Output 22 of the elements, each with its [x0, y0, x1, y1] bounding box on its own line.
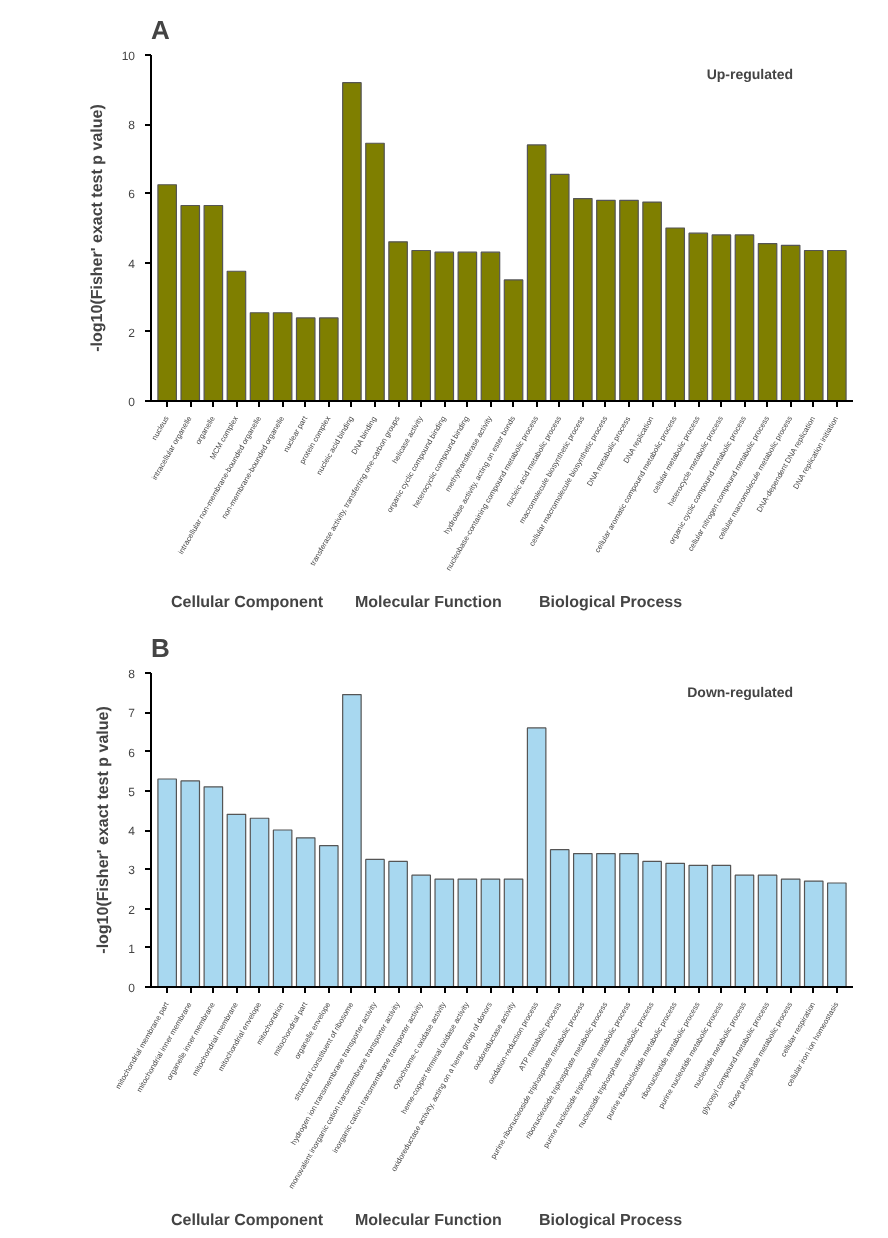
bar	[734, 874, 755, 987]
bar	[249, 312, 270, 401]
text: Biological Process	[539, 1211, 684, 1229]
bar	[757, 874, 778, 987]
bar	[734, 234, 755, 401]
bar	[480, 251, 501, 401]
bar	[480, 878, 501, 987]
chart-title: A	[151, 15, 171, 45]
text: Cellular Component	[171, 593, 324, 611]
bar	[249, 817, 270, 987]
bar	[503, 279, 524, 401]
text: Molecular Function	[355, 1211, 502, 1229]
y-axis-title: -log10(Fisher' exact test p value)	[87, 103, 106, 352]
bar	[757, 242, 778, 401]
bar	[226, 813, 247, 987]
bar	[226, 270, 247, 401]
text: Molecular Function	[355, 593, 502, 611]
bar	[503, 878, 524, 987]
text: Biological Process	[539, 593, 684, 611]
text: Cellular Component	[171, 1211, 324, 1229]
y-axis-title: -log10(Fisher' exact test p value)	[94, 705, 113, 954]
chart-title: B	[151, 633, 170, 663]
